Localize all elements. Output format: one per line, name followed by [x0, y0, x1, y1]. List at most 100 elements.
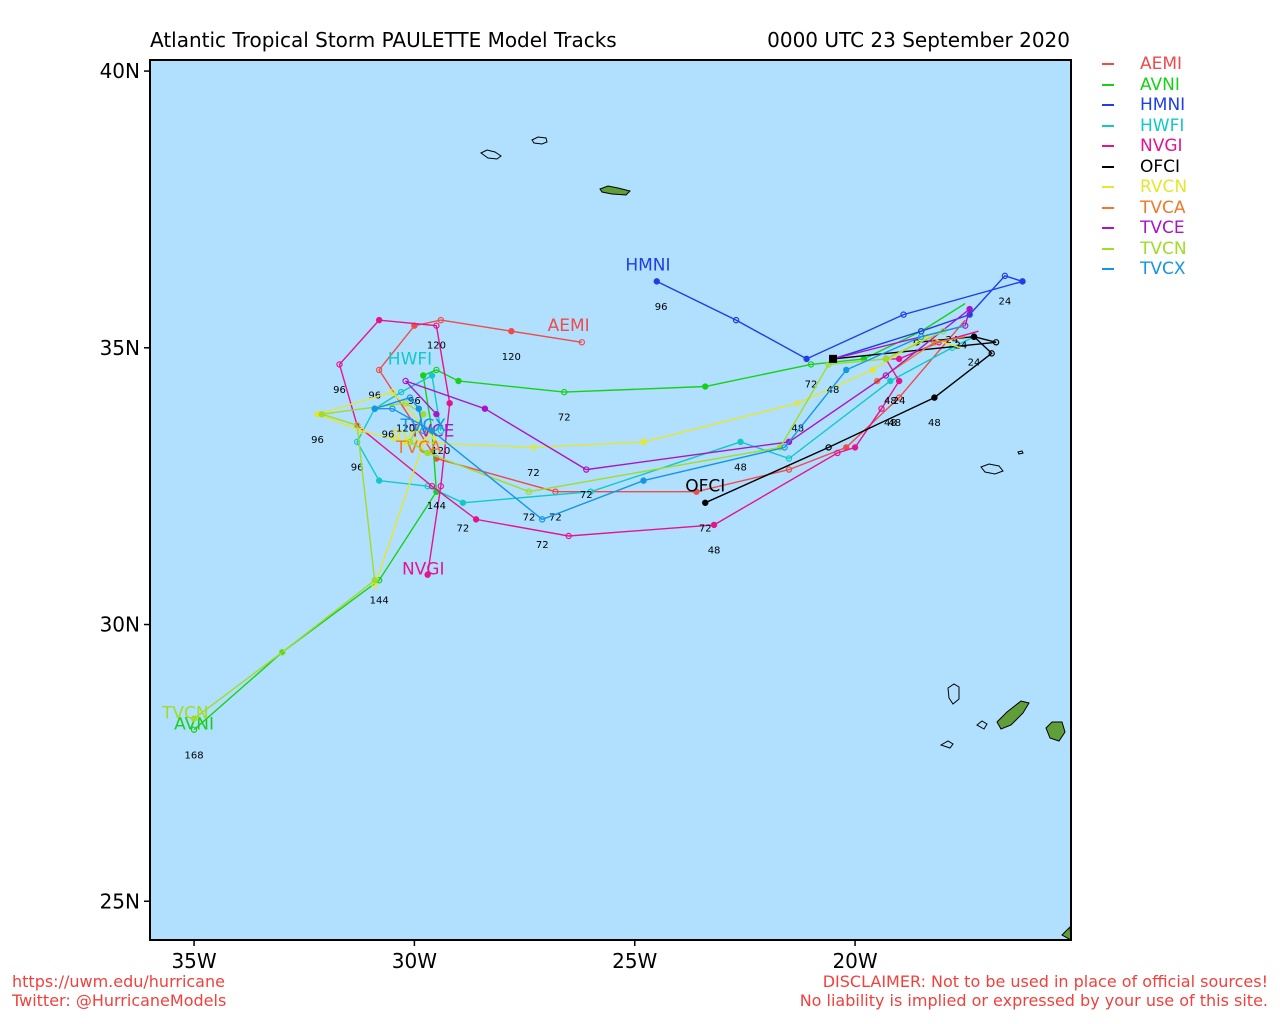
track-end-label: AVNI: [174, 715, 214, 735]
track-point: [358, 427, 365, 435]
legend-swatch: [1102, 104, 1114, 106]
island-porto-santo: [1017, 450, 1024, 455]
track-point: [428, 372, 436, 379]
forecast-hour-label: 72: [805, 379, 818, 390]
track-point: [737, 438, 744, 446]
track-point: [424, 449, 431, 457]
legend-label: TVCE: [1140, 218, 1185, 238]
track-point: [371, 405, 378, 412]
track-point: [931, 339, 938, 346]
forecast-hour-label: 72: [457, 523, 470, 534]
forecast-hour-label: 168: [185, 750, 204, 761]
track-point: [887, 377, 894, 385]
track-point: [878, 405, 885, 412]
forecast-hour-label: 144: [427, 501, 446, 512]
legend-label: AEMI: [1140, 54, 1183, 74]
island-gran-canaria: [1045, 721, 1066, 742]
forecast-hour-label: 48: [888, 418, 901, 429]
canary-islands: [939, 683, 1072, 941]
legend-swatch: [1102, 165, 1114, 168]
track-point: [415, 405, 423, 412]
track-point: [803, 355, 810, 363]
track-line: [378, 319, 966, 493]
forecast-hour-label: 96: [382, 429, 395, 440]
track-point: [472, 516, 480, 523]
azores-islands: [480, 136, 631, 196]
legend-label: RVCN: [1140, 177, 1188, 197]
legend-label: TVCN: [1140, 238, 1187, 259]
lon-tick-label: 30W: [392, 949, 437, 973]
legend-swatch: [1102, 206, 1114, 209]
track-point: [402, 438, 409, 446]
track-point: [895, 394, 903, 401]
track-point: [397, 388, 405, 396]
disclaimer-line-1: DISCLAIMER: Not to be used in place of o…: [822, 972, 1268, 991]
legend-swatch: [1102, 268, 1114, 270]
track-line: [193, 302, 966, 731]
footer-url[interactable]: https://uwm.edu/hurricane: [12, 972, 225, 991]
forecast-hour-label: 24: [968, 357, 981, 368]
track-point: [446, 399, 453, 407]
forecast-hour-label: 72: [558, 413, 571, 424]
track-end-label: NVGI: [402, 560, 445, 580]
track-point: [834, 449, 841, 457]
track-point: [190, 726, 198, 733]
forecast-hour-label: 48: [884, 418, 897, 429]
forecast-hour-label: 72: [523, 512, 536, 523]
legend-swatch: [1102, 186, 1114, 188]
forecast-hour-label: 144: [370, 595, 389, 606]
legend-swatch: [1102, 83, 1114, 86]
track-point: [336, 361, 343, 368]
track-point: [279, 649, 286, 656]
island-sao-miguel: [599, 185, 631, 196]
track-point: [843, 366, 850, 374]
track-point: [318, 411, 326, 418]
track-end-label: HMNI: [625, 255, 670, 275]
forecast-hour-label: 120: [396, 424, 415, 435]
legend-label: TVCA: [1140, 197, 1186, 218]
island-graciosa: [531, 136, 548, 145]
track-point: [508, 327, 515, 335]
legend-label: NVGI: [1140, 136, 1183, 156]
footer-twitter: Twitter: @HurricaneModels: [12, 991, 227, 1010]
track-point: [433, 322, 440, 329]
forecast-hour-label: 96: [655, 302, 668, 313]
island-la-gomera: [976, 720, 988, 730]
track-point: [428, 482, 436, 490]
track-point: [992, 339, 1000, 346]
track-point: [869, 366, 876, 374]
track-point: [459, 499, 467, 506]
track-point: [420, 372, 427, 379]
forecast-hour-label: 72: [549, 512, 562, 523]
current-position-marker: [829, 354, 838, 363]
track-point: [882, 372, 890, 379]
track-point: [406, 438, 414, 446]
forecast-hour-label: 96: [311, 435, 324, 446]
track-point: [420, 411, 427, 418]
track-point: [825, 444, 832, 451]
footer-credits: https://uwm.edu/hurricane Twitter: @Hurr…: [12, 972, 226, 1010]
disclaimer-line-2: No liability is implied or expressed by …: [799, 991, 1268, 1010]
lon-tick-label: 20W: [832, 949, 877, 973]
forecast-hour-label: 24: [946, 335, 959, 346]
track-avni: 72 144 168 AVNI: [174, 302, 966, 761]
track-point: [375, 316, 383, 324]
track-point: [851, 444, 859, 451]
track-point: [931, 394, 938, 401]
track-point: [433, 411, 440, 418]
legend-label: HMNI: [1140, 95, 1186, 115]
track-point: [732, 316, 740, 324]
track-point: [561, 388, 568, 396]
island-la-palma: [947, 683, 960, 705]
track-point: [565, 532, 572, 540]
lon-tick-label: 25W: [612, 949, 657, 973]
track-point: [653, 278, 660, 285]
forecast-hour-label: 48: [827, 385, 840, 396]
track-point: [424, 571, 431, 578]
track-point: [389, 405, 396, 412]
track-point: [781, 444, 788, 451]
forecast-hour-label: 48: [791, 424, 804, 435]
lat-tick-label: 40N: [100, 59, 140, 83]
